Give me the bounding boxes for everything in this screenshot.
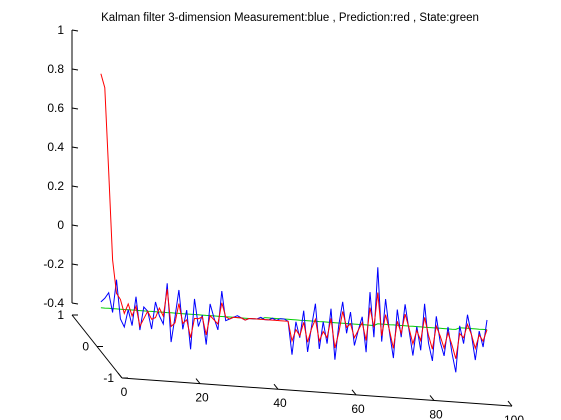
z-tick-mark bbox=[71, 29, 79, 32]
z-tick-label: -0.2 bbox=[43, 257, 64, 271]
y-tick-label: 1 bbox=[57, 308, 64, 322]
y-tick-label: -1 bbox=[103, 371, 114, 385]
z-tick-label: 0.2 bbox=[47, 179, 64, 193]
x-tick-mark bbox=[351, 389, 357, 396]
x-tick-mark bbox=[195, 378, 201, 384]
z-tick-mark bbox=[71, 263, 79, 266]
series-layer bbox=[100, 73, 488, 373]
x-tick-mark bbox=[429, 395, 435, 401]
y-tick-label: 0 bbox=[82, 340, 89, 354]
z-tick-mark bbox=[71, 302, 79, 305]
z-tick-label: 0.6 bbox=[47, 101, 64, 115]
series-line-prediction bbox=[100, 73, 488, 359]
z-tick-mark bbox=[71, 68, 79, 71]
z-tick-mark bbox=[71, 107, 79, 110]
z-tick-label: 1 bbox=[57, 23, 64, 37]
z-tick-mark bbox=[71, 224, 79, 227]
x-tick-mark bbox=[507, 400, 513, 407]
z-tick-label: -0.4 bbox=[43, 296, 64, 310]
z-tick-label: 0.8 bbox=[47, 62, 64, 76]
x-tick-label: 20 bbox=[195, 391, 209, 405]
chart-title: Kalman filter 3-dimension Measurement:bl… bbox=[101, 12, 479, 24]
series-line-state bbox=[100, 307, 488, 331]
z-tick-mark bbox=[71, 185, 79, 188]
x-axis-line bbox=[121, 377, 513, 407]
x-tick-label: 0 bbox=[121, 385, 128, 399]
x-tick-label: 60 bbox=[351, 402, 365, 416]
axes: -0.4-0.200.20.40.60.81-101020406080100 bbox=[43, 23, 524, 420]
x-tick-label: 40 bbox=[273, 396, 287, 410]
x-tick-label: 100 bbox=[504, 413, 524, 420]
x-tick-mark bbox=[273, 383, 279, 390]
x-tick-label: 80 bbox=[429, 407, 443, 420]
z-tick-mark bbox=[71, 146, 79, 149]
x-tick-mark bbox=[117, 372, 123, 379]
z-tick-label: 0.4 bbox=[47, 140, 64, 154]
z-tick-label: 0 bbox=[57, 218, 64, 232]
